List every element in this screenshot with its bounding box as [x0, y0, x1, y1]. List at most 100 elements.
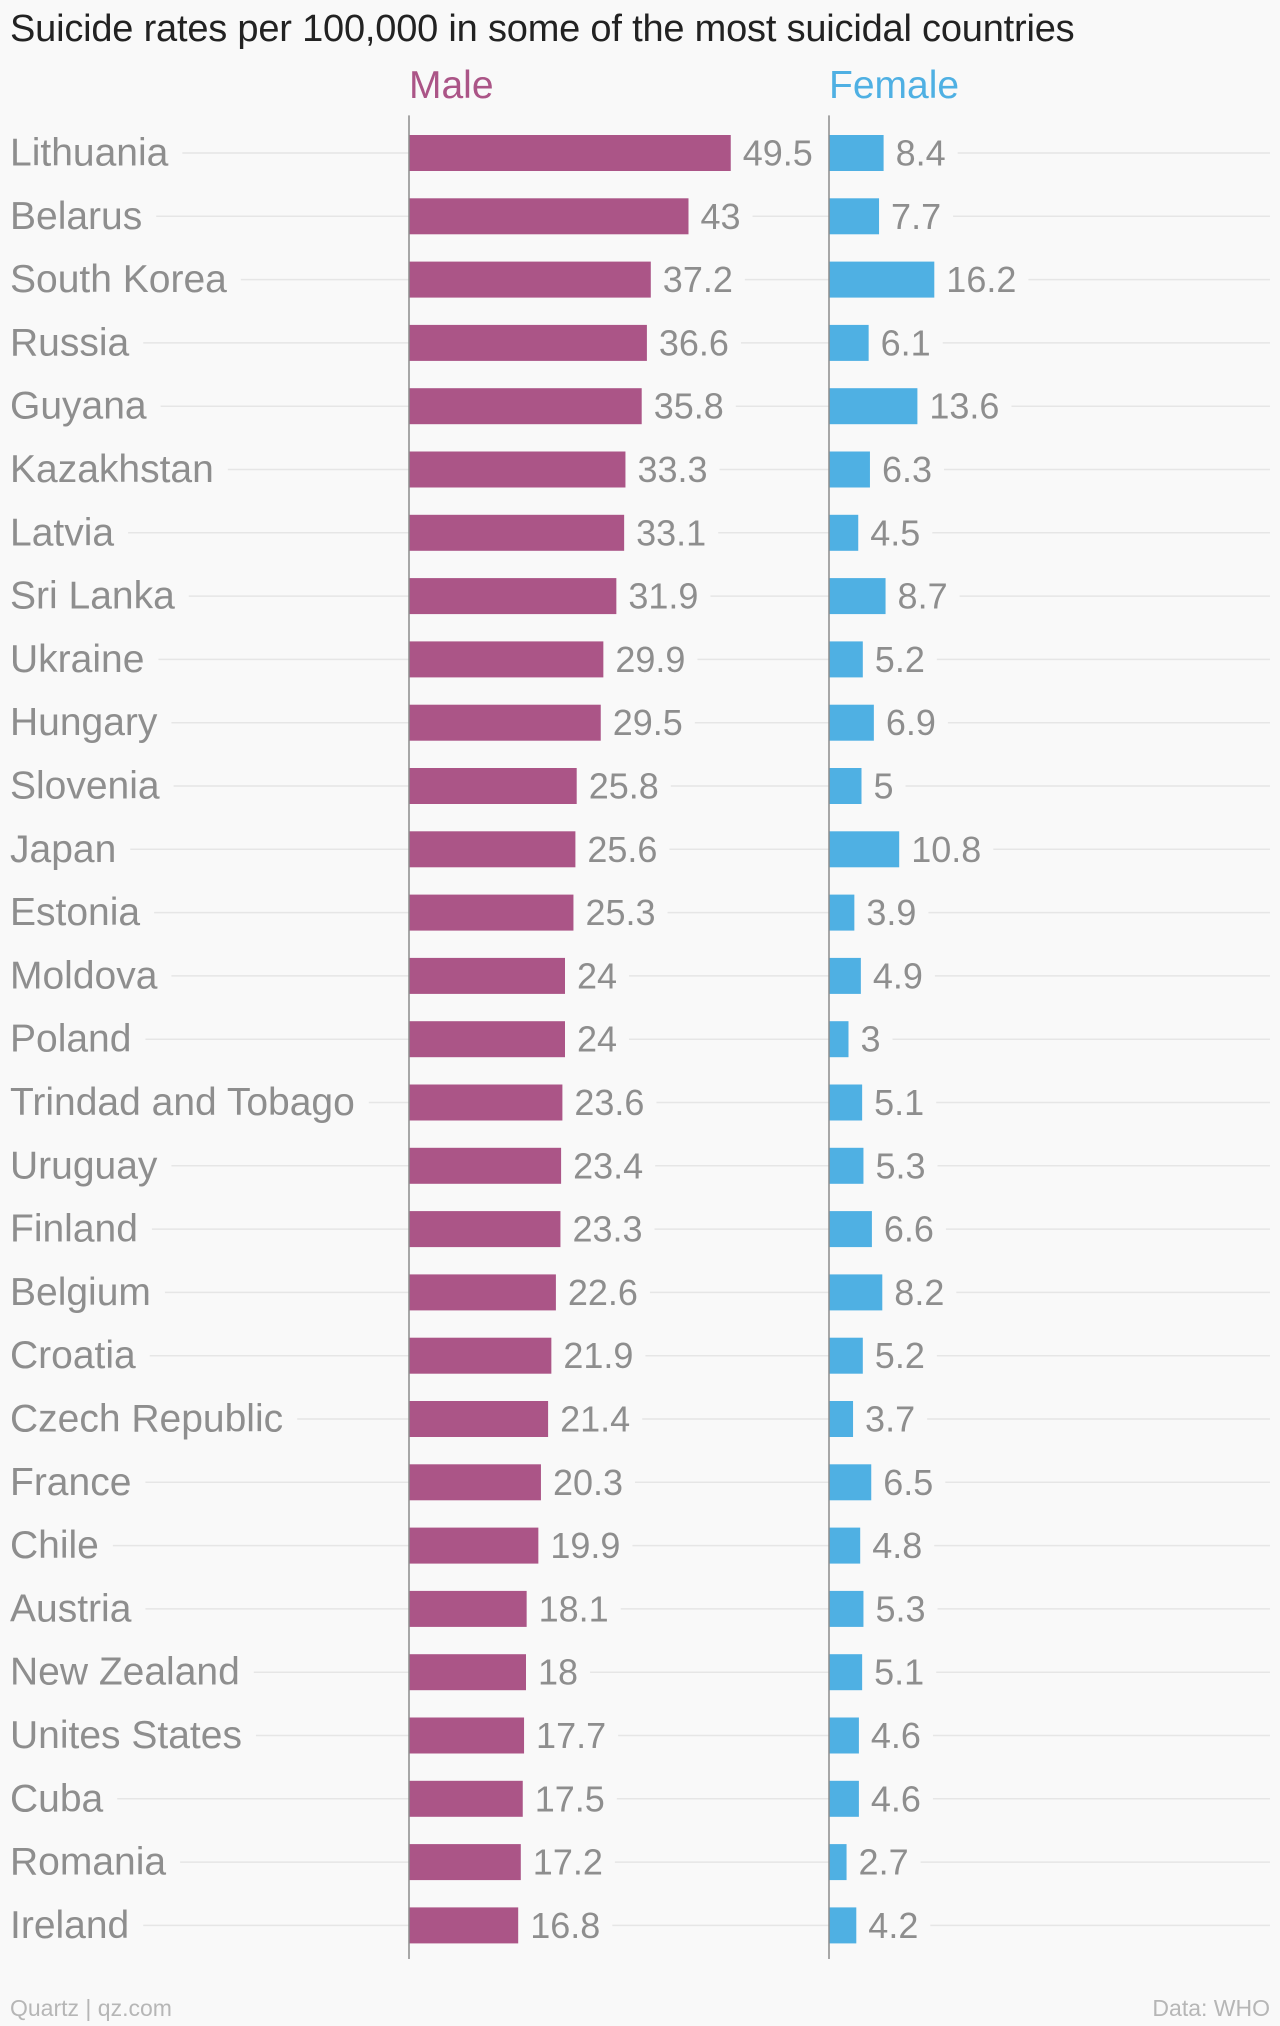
male-value-label: 24 [577, 1019, 617, 1060]
female-value-label: 16.2 [946, 259, 1016, 300]
male-bar [409, 1907, 519, 1944]
male-bar [409, 1717, 525, 1754]
country-label: Latvia [10, 511, 114, 554]
male-bar [409, 1021, 565, 1058]
male-value-label: 20.3 [553, 1462, 623, 1503]
male-bar [409, 1844, 521, 1881]
female-value-label: 6.1 [881, 322, 931, 363]
female-bar [829, 1907, 857, 1944]
female-bar [829, 831, 900, 868]
country-label: Ireland [10, 1904, 129, 1947]
female-value-label: 5.3 [875, 1588, 925, 1629]
male-bar [409, 1147, 562, 1184]
female-value-label: 5.1 [874, 1652, 924, 1693]
female-value-label: 8.7 [898, 576, 948, 617]
female-value-label: 3.7 [865, 1399, 915, 1440]
male-bar [409, 1337, 552, 1374]
country-label: Moldova [10, 954, 158, 997]
female-bar [829, 1527, 861, 1564]
female-bar [829, 1274, 883, 1311]
female-value-label: 4.6 [871, 1778, 921, 1819]
country-label: Japan [10, 828, 116, 871]
country-label: Belgium [10, 1271, 151, 1314]
male-bar [409, 957, 565, 994]
female-value-label: 5.3 [875, 1145, 925, 1186]
country-label: Russia [10, 321, 130, 364]
chart-title: Suicide rates per 100,000 in some of the… [10, 8, 1075, 50]
male-bar [409, 451, 626, 488]
male-value-label: 35.8 [654, 386, 724, 427]
female-bar [829, 1717, 859, 1754]
country-label: Estonia [10, 891, 140, 934]
female-panel-title: Female [829, 64, 960, 107]
female-bar [829, 388, 918, 425]
male-value-label: 33.1 [636, 512, 706, 553]
female-value-label: 5.1 [874, 1082, 924, 1123]
country-label: Sri Lanka [10, 575, 175, 618]
female-bar [829, 1464, 872, 1501]
male-value-label: 21.9 [563, 1335, 633, 1376]
male-bar [409, 324, 647, 361]
female-bar [829, 135, 884, 171]
male-value-label: 37.2 [663, 259, 733, 300]
country-label: Cuba [10, 1777, 104, 1820]
male-value-label: 29.5 [613, 702, 683, 743]
male-value-label: 25.8 [589, 766, 659, 807]
female-value-label: 8.2 [894, 1272, 944, 1313]
country-label: Ukraine [10, 638, 144, 681]
female-bar [829, 451, 870, 488]
male-bar [409, 894, 574, 931]
female-bar [829, 704, 874, 741]
female-bar [829, 957, 861, 994]
male-bar [409, 198, 689, 235]
male-bar [409, 831, 576, 868]
male-bar [409, 641, 604, 678]
female-bar [829, 894, 855, 931]
male-bar [409, 514, 625, 551]
female-bar [829, 1844, 847, 1881]
female-bar [829, 1590, 864, 1627]
country-label: South Korea [10, 258, 227, 301]
female-value-label: 3.9 [866, 892, 916, 933]
male-value-label: 17.2 [533, 1842, 603, 1883]
female-value-label: 4.2 [868, 1905, 918, 1946]
male-value-label: 25.3 [585, 892, 655, 933]
male-value-label: 24 [577, 955, 617, 996]
male-value-label: 29.9 [615, 639, 685, 680]
male-bar [409, 1654, 526, 1691]
female-bar [829, 768, 862, 804]
female-value-label: 8.4 [896, 133, 946, 174]
male-bar [409, 1780, 523, 1817]
female-value-label: 4.8 [872, 1525, 922, 1566]
country-label: Finland [10, 1208, 138, 1251]
male-bar [409, 1590, 527, 1627]
female-bar [829, 1147, 864, 1184]
country-label: Croatia [10, 1334, 136, 1377]
male-bar [409, 135, 731, 171]
male-bar [409, 1274, 556, 1311]
footer-credit: Quartz | qz.com [10, 1995, 172, 2021]
country-label: Hungary [10, 701, 158, 744]
male-panel-title: Male [409, 64, 494, 107]
country-label: Romania [10, 1841, 166, 1884]
female-value-label: 4.6 [871, 1715, 921, 1756]
male-value-label: 23.3 [572, 1209, 642, 1250]
country-label: Austria [10, 1587, 132, 1630]
male-value-label: 18.1 [539, 1588, 609, 1629]
country-label: Trindad and Tobago [10, 1081, 355, 1124]
female-value-label: 6.9 [886, 702, 936, 743]
female-bar [829, 198, 880, 235]
female-value-label: 6.6 [884, 1209, 934, 1250]
female-bar [829, 1654, 863, 1691]
country-label: Slovenia [10, 765, 160, 808]
male-bar [409, 768, 577, 804]
female-value-label: 6.3 [882, 449, 932, 490]
male-bar [409, 261, 651, 298]
male-bar [409, 578, 617, 615]
female-value-label: 7.7 [891, 196, 941, 237]
female-value-label: 10.8 [911, 829, 981, 870]
female-value-label: 6.5 [883, 1462, 933, 1503]
female-value-label: 13.6 [929, 386, 999, 427]
female-bar [829, 1401, 854, 1437]
female-bar [829, 514, 859, 551]
